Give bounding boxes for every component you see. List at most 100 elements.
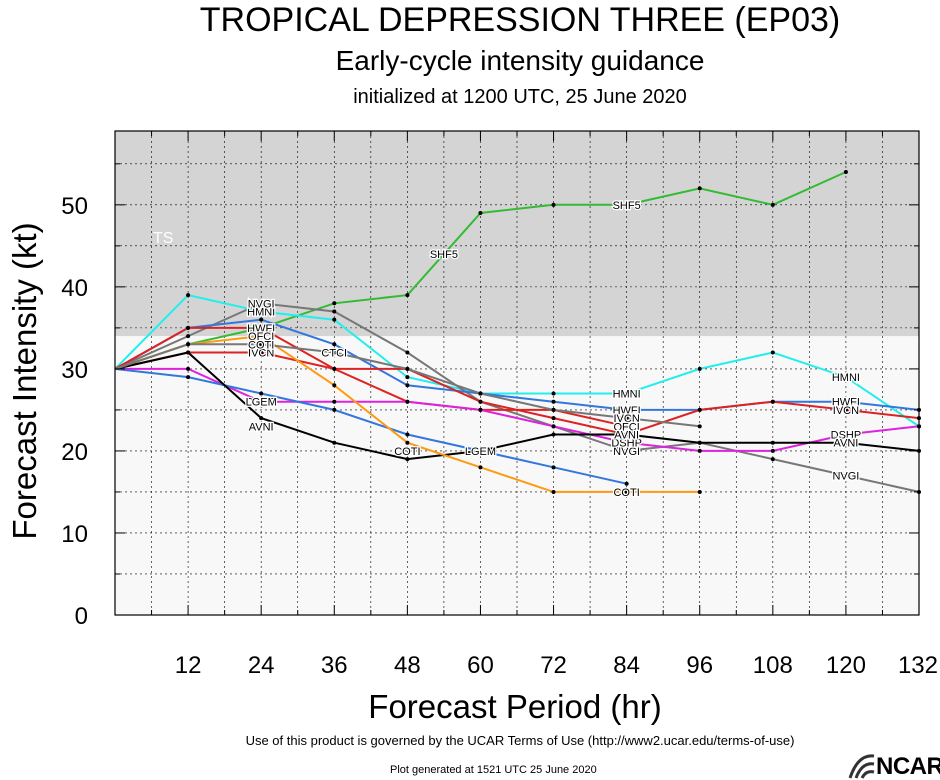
series-label-hwfi-1: HWFI bbox=[613, 405, 641, 417]
series-labels: SHF5SHF5HMNIHMNIHMNINVGINVGINVGIHWFIHWFI… bbox=[244, 199, 862, 501]
series-line-ofci bbox=[114, 326, 627, 428]
point-dshp-84 bbox=[624, 440, 629, 445]
series-label-avni-2: AVNI bbox=[833, 438, 858, 450]
point-hwfi-72 bbox=[551, 399, 556, 404]
point-nvgi-120 bbox=[843, 473, 848, 478]
y-tick-label-20: 20 bbox=[61, 439, 88, 466]
x-tick-label-96: 96 bbox=[686, 652, 713, 679]
point-ivcn-108 bbox=[770, 399, 775, 404]
point-avni-60 bbox=[478, 448, 483, 453]
point-ofci-12 bbox=[186, 325, 191, 330]
series-label-ofci-1: OFCI bbox=[613, 421, 639, 433]
band-label-ts: TS bbox=[153, 230, 173, 247]
point-ivcn-24 bbox=[259, 350, 264, 355]
series-label-dshp-2: DSHP bbox=[831, 430, 862, 442]
point-nvgi-84 bbox=[624, 448, 629, 453]
series-label-dshp-0: DSHP bbox=[246, 397, 277, 409]
point-nvgi-24 bbox=[259, 301, 264, 306]
y-tick-label-50: 50 bbox=[61, 193, 88, 220]
point-ctci-12 bbox=[186, 342, 191, 347]
x-tick-label-72: 72 bbox=[540, 652, 567, 679]
y-axis-label: Forecast Intensity (kt) bbox=[6, 222, 43, 539]
x-tick-label-24: 24 bbox=[248, 652, 275, 679]
point-hwfi-48 bbox=[405, 383, 410, 388]
point-shf5-72 bbox=[551, 202, 556, 207]
point-lgem-12 bbox=[186, 375, 191, 380]
series-label-lgem-1: LGEM bbox=[465, 446, 496, 458]
point-shf5-36 bbox=[332, 301, 337, 306]
point-nvgi-108 bbox=[770, 457, 775, 462]
x-tick-label-36: 36 bbox=[321, 652, 348, 679]
point-hmni-36 bbox=[332, 317, 337, 322]
point-lgem-36 bbox=[332, 407, 337, 412]
generated-time-text: Plot generated at 1521 UTC 25 June 2020 bbox=[390, 764, 597, 776]
series-label-lgem-0: LGEM bbox=[246, 397, 277, 409]
axes: 12 24 36 48 60 72 84 96 108 120 132 0 10 20 30 40 50 bbox=[61, 130, 938, 679]
point-avni-12 bbox=[186, 350, 191, 355]
series-label-shf5-1: SHF5 bbox=[613, 200, 641, 212]
series-label-ofci-0: OFCI bbox=[248, 331, 274, 343]
point-hmni-72 bbox=[551, 391, 556, 396]
point-coti-60 bbox=[478, 465, 483, 470]
point-dshp-108 bbox=[770, 448, 775, 453]
terms-of-use-text: Use of this product is governed by the U… bbox=[245, 733, 795, 748]
point-hwfi-84 bbox=[624, 407, 629, 412]
point-ctci-48 bbox=[405, 366, 410, 371]
point-avni-108 bbox=[770, 440, 775, 445]
point-shf5-108 bbox=[770, 202, 775, 207]
x-axis-label: Forecast Period (hr) bbox=[368, 688, 661, 725]
point-avni-72 bbox=[551, 432, 556, 437]
point-hmni-108 bbox=[770, 350, 775, 355]
point-hmni-48 bbox=[405, 375, 410, 380]
point-hmni-120 bbox=[843, 375, 848, 380]
point-dshp-36 bbox=[332, 399, 337, 404]
series-label-hmni-2: HMNI bbox=[832, 372, 860, 384]
point-hmni-84 bbox=[624, 391, 629, 396]
point-ivcn-72 bbox=[551, 416, 556, 421]
point-ivcn-60 bbox=[478, 399, 483, 404]
series-label-hmni-0: HMNI bbox=[247, 306, 275, 318]
series-label-avni-1: AVNI bbox=[614, 430, 639, 442]
series-label-ivcn-2: IVCN bbox=[833, 405, 859, 417]
point-avni-24 bbox=[259, 416, 264, 421]
point-hwfi-24 bbox=[259, 317, 264, 322]
series-label-coti-1: COTI bbox=[394, 446, 420, 458]
series-group bbox=[114, 170, 921, 494]
series-label-ctci-0: CTCI bbox=[321, 347, 347, 359]
series-line-hwfi bbox=[114, 318, 920, 411]
chart-subtitle: Early-cycle intensity guidance bbox=[335, 45, 705, 76]
point-lgem-84 bbox=[624, 481, 629, 486]
point-ivcn-96 bbox=[697, 407, 702, 412]
series-label-coti-0: COTI bbox=[248, 339, 274, 351]
y-tick-label-40: 40 bbox=[61, 275, 88, 302]
series-line-avni bbox=[114, 351, 920, 461]
point-coti-96 bbox=[697, 489, 702, 494]
series-label-ivcn-0: IVCN bbox=[248, 347, 274, 359]
point-ctci-36 bbox=[332, 350, 337, 355]
x-tick-label-12: 12 bbox=[175, 652, 202, 679]
ncar-logo-text: NCAR bbox=[876, 753, 940, 780]
point-ctci-84 bbox=[624, 416, 629, 421]
x-tick-label-120: 120 bbox=[826, 652, 866, 679]
series-label-dshp-1: DSHP bbox=[611, 438, 642, 450]
series-label-avni-0: AVNI bbox=[249, 421, 274, 433]
point-dshp-72 bbox=[551, 424, 556, 429]
ncar-logo: NCAR bbox=[848, 752, 940, 780]
series-line-lgem bbox=[114, 367, 627, 485]
ncar-logo-icon bbox=[848, 754, 875, 779]
point-hmni-12 bbox=[186, 293, 191, 298]
chart-title: TROPICAL DEPRESSION THREE (EP03) bbox=[199, 1, 841, 39]
x-tick-label-60: 60 bbox=[467, 652, 494, 679]
point-coti-72 bbox=[551, 489, 556, 494]
point-ofci-24 bbox=[259, 325, 264, 330]
x-tick-label-48: 48 bbox=[394, 652, 421, 679]
point-lgem-48 bbox=[405, 432, 410, 437]
point-coti-24 bbox=[259, 334, 264, 339]
point-coti-48 bbox=[405, 440, 410, 445]
series-label-ivcn-1: IVCN bbox=[613, 413, 639, 425]
series-label-hmni-1: HMNI bbox=[613, 389, 641, 401]
y-tick-label-0: 0 bbox=[75, 603, 88, 630]
point-avni-120 bbox=[843, 440, 848, 445]
point-ctci-72 bbox=[551, 407, 556, 412]
x-tick-label-84: 84 bbox=[613, 652, 640, 679]
